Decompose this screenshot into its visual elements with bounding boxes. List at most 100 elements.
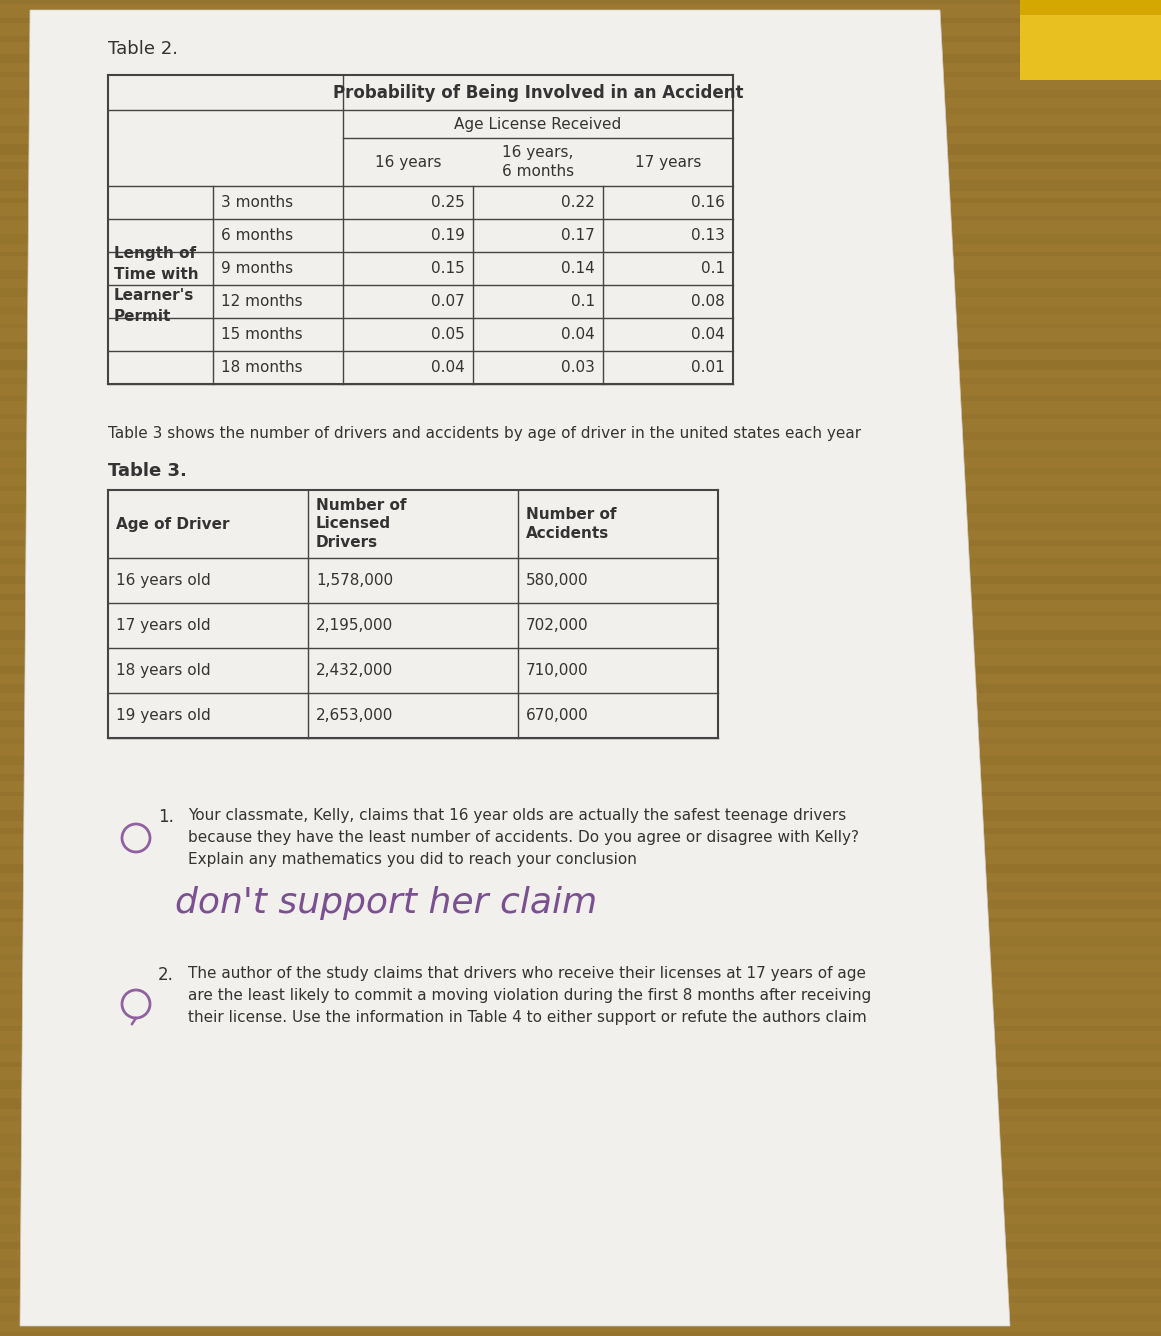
Text: 16 years: 16 years [375,155,441,170]
Bar [0,1206,1161,1214]
Text: Age of Driver: Age of Driver [116,517,230,532]
Text: 16 years,
6 months: 16 years, 6 months [502,146,574,179]
Text: 0.14: 0.14 [561,261,594,277]
Text: 9 months: 9 months [221,261,293,277]
Bar [0,90,1161,102]
Text: 19 years old: 19 years old [116,708,211,723]
Bar [0,0,1161,7]
Text: 0.13: 0.13 [691,228,724,243]
Text: Table 2.: Table 2. [108,40,178,57]
Text: 0.22: 0.22 [561,195,594,210]
Bar [0,1279,1161,1287]
Bar [0,468,1161,474]
Bar [0,180,1161,184]
Text: 0.05: 0.05 [431,327,466,342]
Text: 1,578,000: 1,578,000 [316,573,394,588]
Bar [0,1224,1161,1232]
Text: 0.08: 0.08 [691,294,724,309]
Bar [0,612,1161,620]
Bar [0,1062,1161,1069]
Bar [0,1134,1161,1144]
Bar [0,522,1161,526]
Text: Probability of Being Involved in an Accident: Probability of Being Involved in an Acci… [333,83,743,102]
Bar [0,1242,1161,1250]
Bar [0,1026,1161,1031]
Text: Table 3.: Table 3. [108,462,187,480]
Text: Number of
Accidents: Number of Accidents [526,508,616,541]
Bar [0,378,1161,387]
Bar [0,595,1161,603]
Bar [0,990,1161,995]
Text: 0.19: 0.19 [431,228,466,243]
Bar [0,432,1161,442]
Text: 0.07: 0.07 [431,294,466,309]
Text: 18 years old: 18 years old [116,663,210,677]
Bar [0,359,1161,366]
Text: Age License Received: Age License Received [454,116,621,131]
Bar [0,667,1161,677]
Bar [0,486,1161,492]
Text: 12 months: 12 months [221,294,303,309]
Text: 0.17: 0.17 [561,228,594,243]
Text: 15 months: 15 months [221,327,303,342]
Bar [0,1043,1161,1047]
Text: 0.04: 0.04 [561,327,594,342]
Text: 0.01: 0.01 [691,359,724,375]
Text: 0.03: 0.03 [561,359,594,375]
Text: 2,195,000: 2,195,000 [316,619,394,633]
Bar [0,216,1161,227]
Bar [0,648,1161,653]
Bar [0,918,1161,927]
Text: 3 months: 3 months [221,195,293,210]
Bar [0,162,1161,168]
Text: 0.25: 0.25 [431,195,466,210]
Bar [0,1188,1161,1197]
Bar [0,774,1161,784]
Text: 580,000: 580,000 [526,573,589,588]
Bar [1021,0,1161,80]
Text: 2,653,000: 2,653,000 [316,708,394,723]
Bar [0,684,1161,688]
Bar [0,144,1161,155]
Text: don't support her claim: don't support her claim [175,886,597,921]
Bar [0,395,1161,402]
Bar [0,954,1161,965]
Bar [0,846,1161,851]
Text: 0.1: 0.1 [701,261,724,277]
Bar [0,701,1161,711]
Bar [0,253,1161,263]
Bar [0,53,1161,61]
Bar [0,72,1161,77]
Bar [0,1079,1161,1090]
Bar [0,1007,1161,1013]
Bar [0,1296,1161,1307]
Bar [0,17,1161,24]
Bar [0,882,1161,887]
Bar [0,342,1161,346]
Text: 1.: 1. [158,808,174,826]
Bar [0,864,1161,871]
Text: The author of the study claims that drivers who receive their licenses at 17 yea: The author of the study claims that driv… [188,966,871,1026]
Bar [0,540,1161,550]
Bar [0,108,1161,116]
Text: 16 years old: 16 years old [116,573,211,588]
Bar [0,631,1161,635]
Text: 670,000: 670,000 [526,708,589,723]
Text: Your classmate, Kelly, claims that 16 year olds are actually the safest teenage : Your classmate, Kelly, claims that 16 ye… [188,808,859,867]
Bar [0,1152,1161,1156]
Bar [0,558,1161,562]
Polygon shape [20,9,1010,1327]
Text: 702,000: 702,000 [526,619,589,633]
Text: 18 months: 18 months [221,359,303,375]
Bar [0,792,1161,799]
Text: 6 months: 6 months [221,228,293,243]
Text: 17 years old: 17 years old [116,619,210,633]
Bar [0,270,1161,279]
Bar [0,1332,1161,1336]
Bar [0,126,1161,136]
Bar [0,720,1161,724]
Text: 0.16: 0.16 [691,195,724,210]
Bar [0,325,1161,331]
Bar [0,1260,1161,1267]
Text: 2.: 2. [158,966,174,985]
